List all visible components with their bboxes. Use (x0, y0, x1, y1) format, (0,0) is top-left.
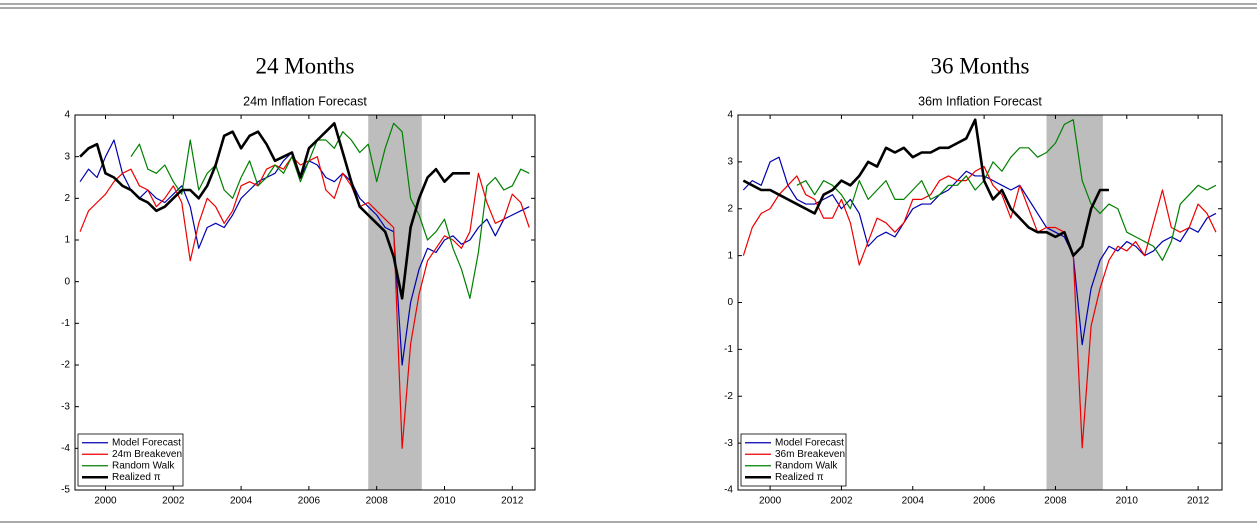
panel: 36 Months 36m Inflation Forecast -4 -3 -2 -1 0… (724, 53, 1223, 507)
y-tick-label: 4 (64, 110, 70, 121)
series-line (79, 156, 530, 449)
y-tick-label: 0 (64, 276, 70, 287)
panel: 24 Months 24m Inflation Forecast -5 -4 -3 -2 -… (61, 53, 536, 507)
x-tick-label: 2008 (366, 496, 389, 507)
y-tick-label: -2 (724, 391, 733, 402)
y-tick-label: -1 (724, 344, 733, 355)
y-tick-label: -1 (61, 318, 70, 329)
legend-label: Realized π (775, 472, 824, 483)
y-tick-label: 2 (727, 203, 733, 214)
x-tick-label: 2000 (94, 496, 117, 507)
chart-title: 24m Inflation Forecast (243, 94, 367, 108)
x-tick-label: 2012 (1187, 496, 1210, 507)
legend-label: Model Forecast (775, 437, 844, 448)
series-line (79, 122, 470, 300)
series-line (742, 165, 1217, 449)
x-tick-label: 2004 (902, 496, 925, 507)
y-tick-label: 3 (727, 157, 733, 168)
x-tick-label: 2010 (1116, 496, 1139, 507)
legend-label: 36m Breakeven (775, 449, 845, 460)
series-line (796, 119, 1217, 261)
recession-shade (368, 115, 422, 490)
x-tick-label: 2004 (230, 496, 253, 507)
legend-label: Realized π (112, 472, 161, 483)
legend-label: Model Forecast (112, 437, 181, 448)
x-tick-label: 2008 (1044, 496, 1067, 507)
x-tick-label: 2006 (298, 496, 321, 507)
y-tick-label: 3 (64, 151, 70, 162)
y-tick-label: -4 (61, 443, 70, 454)
y-tick-label: -4 (724, 485, 733, 496)
axes-frame (74, 114, 536, 491)
axes-frame (737, 114, 1223, 491)
y-tick-label: -3 (724, 438, 733, 449)
series-line (79, 139, 530, 366)
legend-label: 24m Breakeven (112, 449, 182, 460)
legend-label: Random Walk (775, 460, 838, 471)
x-tick-label: 2002 (162, 496, 185, 507)
legend-label: Random Walk (112, 460, 175, 471)
series-line (130, 122, 530, 299)
y-tick-label: 2 (64, 193, 70, 204)
x-tick-label: 2010 (433, 496, 456, 507)
series-line (742, 118, 1109, 257)
y-tick-label: -3 (61, 401, 70, 412)
panel-heading: 36 Months (930, 53, 1029, 78)
y-tick-label: 1 (727, 250, 733, 261)
x-tick-label: 2002 (830, 496, 853, 507)
chart-title: 36m Inflation Forecast (918, 94, 1042, 108)
y-tick-label: 0 (727, 297, 733, 308)
y-tick-label: 1 (64, 235, 70, 246)
recession-shade (1046, 115, 1103, 490)
x-tick-label: 2000 (759, 496, 782, 507)
y-tick-label: -5 (61, 485, 70, 496)
y-tick-label: -2 (61, 360, 70, 371)
x-tick-label: 2012 (501, 496, 524, 507)
y-tick-label: 4 (727, 110, 733, 121)
panel-heading: 24 Months (255, 53, 354, 78)
x-tick-label: 2006 (973, 496, 996, 507)
